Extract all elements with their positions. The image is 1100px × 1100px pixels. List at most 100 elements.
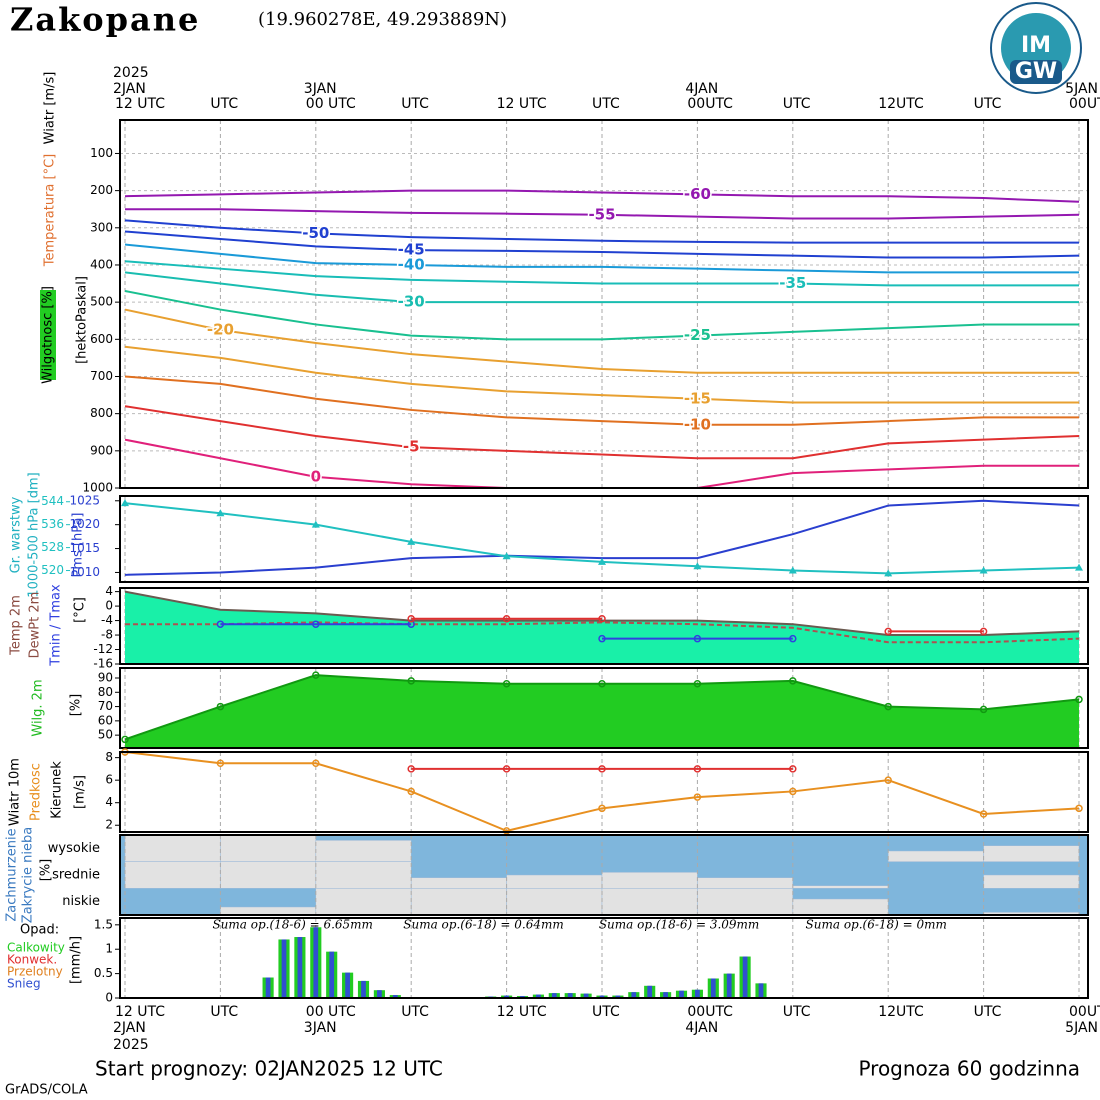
x-tick-label: UTC [974, 96, 1002, 112]
logo-text: IM [1021, 33, 1051, 58]
y2-tick-label: 520 [41, 563, 64, 577]
marker [312, 671, 320, 679]
marker [407, 537, 416, 545]
precip-bar [297, 937, 303, 998]
precip-bar [281, 939, 287, 998]
series-line [124, 260, 1079, 287]
y-tick-label: 1.5 [94, 917, 113, 931]
y-tick-label: 50 [98, 728, 113, 742]
series-area [125, 591, 1079, 664]
date-label: 4JAN [685, 81, 718, 97]
year-label: 2025 [113, 1037, 149, 1053]
marker [789, 765, 797, 773]
y-tick-label: 2 [105, 818, 113, 832]
isotherm-label: -10 [684, 415, 711, 433]
series-line [124, 219, 1079, 244]
marker [598, 679, 606, 688]
legend-entry: Calkowity [7, 941, 65, 955]
marker [407, 787, 415, 796]
label-bg [40, 290, 56, 380]
y-tick-label: 80 [98, 685, 113, 699]
marker [789, 677, 797, 685]
precip-bar [599, 995, 605, 998]
y-tick-label: -8 [101, 628, 113, 642]
marker [502, 615, 511, 623]
marker [216, 702, 225, 711]
annotation: Suma op.(6-18) = 0.64mm [403, 918, 564, 932]
y-tick-label: 4 [105, 795, 113, 809]
y-tick-label: 100 [90, 146, 113, 160]
legend-entry: Konwek. [7, 953, 57, 967]
marker [598, 765, 606, 773]
y-tick-label: -16 [93, 657, 113, 671]
isotherm-label: 0 [311, 467, 321, 485]
y-tick-label: 500 [90, 295, 113, 309]
isotherm-label: -50 [302, 224, 329, 242]
marker [884, 627, 892, 636]
isotherm-label: -45 [398, 241, 425, 259]
precip-bar [377, 990, 382, 998]
marker [1075, 695, 1083, 704]
marker [979, 705, 988, 714]
y-axis-label: [°C] [73, 597, 88, 623]
y-axis-label: Tmin / Tmax [49, 584, 64, 667]
band-label: niskie [62, 894, 100, 909]
y-axis-label: [m/s] [73, 775, 88, 809]
series-line [125, 621, 1080, 644]
cloud-bar [220, 861, 317, 889]
panel-frame [119, 751, 1089, 833]
y2-tick-label: 536 [41, 517, 64, 531]
title: Zakopane [10, 1, 200, 39]
cloud-bar [220, 906, 317, 916]
series-line [124, 243, 1079, 274]
marker [693, 765, 702, 773]
x-tick-label: 12UTC [878, 96, 924, 112]
y-tick-label: 1015 [69, 541, 100, 555]
y-tick-label: 200 [90, 183, 113, 197]
marker [216, 759, 225, 768]
band-label: srednie [52, 868, 100, 883]
precip-bar [615, 995, 621, 998]
y-tick-label: 90 [98, 671, 113, 685]
marker [979, 627, 988, 636]
band-label: wysokie [48, 841, 100, 856]
date-label: 4JAN [685, 1020, 718, 1036]
x-tick-label: UTC [974, 1004, 1002, 1020]
cloud-bar [506, 874, 603, 889]
precip-bar [265, 977, 271, 998]
precip-bar [663, 992, 668, 998]
isotherm-label: -60 [684, 185, 711, 203]
year-label: 2025 [113, 65, 149, 81]
y-tick-label: 60 [98, 713, 113, 727]
cloud-bar [124, 834, 221, 862]
logo: IM GW [990, 2, 1082, 94]
precip-bar [679, 990, 684, 998]
annotation: Suma op.(6-18) = 0mm [806, 918, 947, 932]
date-label: 3JAN [304, 1020, 337, 1036]
marker [1075, 563, 1083, 571]
marker [598, 615, 606, 623]
marker [502, 552, 511, 560]
panel-bg [120, 496, 1088, 582]
marker [789, 634, 797, 643]
precip-bar [742, 956, 748, 998]
precip-bar [551, 993, 557, 998]
legend-entry: Snieg [7, 977, 41, 991]
x-tick-label: 12UTC [878, 1004, 924, 1020]
series-line [125, 208, 1080, 220]
date-label: 5JAN [1065, 81, 1098, 97]
y-tick-label: 8 [105, 750, 113, 764]
y-axis-label: DewPt 2m [28, 592, 43, 659]
y-tick-label: -4 [101, 613, 113, 627]
y-axis-label: Kierunek [50, 761, 65, 819]
y-tick-label: 1020 [69, 517, 100, 531]
y-tick-label: 1 [105, 942, 113, 956]
y-axis-label: [%] [39, 859, 54, 882]
marker [884, 776, 892, 784]
y2-tick-label: 544 [41, 494, 64, 508]
marker [693, 634, 702, 643]
x-tick-label: 00UTC [687, 96, 733, 112]
marker [788, 566, 797, 574]
x-tick-label: UTC [592, 96, 620, 112]
